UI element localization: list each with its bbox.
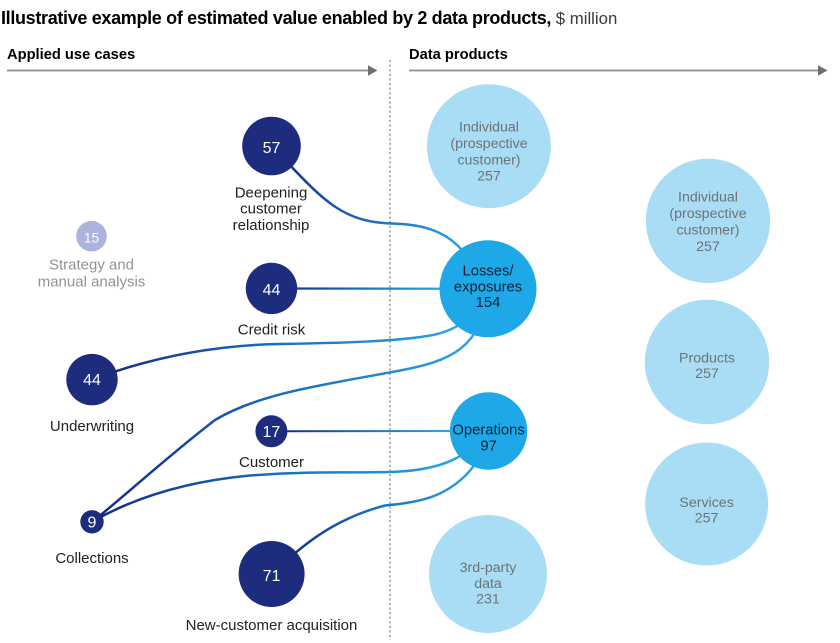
svg-text:Applied use cases: Applied use cases bbox=[7, 47, 135, 63]
svg-text:customer): customer) bbox=[457, 152, 520, 168]
svg-text:231: 231 bbox=[476, 592, 500, 608]
svg-text:Individual: Individual bbox=[678, 190, 738, 206]
svg-text:(prospective: (prospective bbox=[669, 206, 746, 222]
svg-text:(prospective: (prospective bbox=[450, 136, 527, 152]
svg-text:Collections: Collections bbox=[55, 550, 128, 567]
svg-text:71: 71 bbox=[263, 568, 281, 585]
svg-text:3rd-party: 3rd-party bbox=[460, 560, 518, 576]
svg-text:Losses/: Losses/ bbox=[463, 264, 515, 280]
svg-text:Operations: Operations bbox=[452, 423, 524, 439]
svg-text:257: 257 bbox=[477, 169, 501, 185]
svg-text:44: 44 bbox=[263, 282, 281, 299]
svg-text:Customer: Customer bbox=[239, 454, 304, 471]
svg-text:154: 154 bbox=[476, 295, 501, 311]
svg-text:Credit risk: Credit risk bbox=[238, 322, 306, 339]
svg-text:257: 257 bbox=[696, 239, 720, 255]
svg-text:257: 257 bbox=[695, 366, 719, 382]
svg-text:customer: customer bbox=[240, 201, 302, 218]
svg-text:Data products: Data products bbox=[409, 47, 508, 63]
svg-text:manual analysis: manual analysis bbox=[38, 273, 146, 290]
svg-text:44: 44 bbox=[83, 372, 101, 389]
svg-text:15: 15 bbox=[84, 231, 100, 246]
svg-text:exposures: exposures bbox=[454, 280, 522, 296]
svg-text:Strategy and: Strategy and bbox=[49, 257, 134, 274]
svg-text:Individual: Individual bbox=[459, 120, 519, 136]
svg-text:Deepening: Deepening bbox=[235, 184, 308, 201]
svg-text:relationship: relationship bbox=[233, 217, 310, 234]
svg-text:Illustrative example of estima: Illustrative example of estimated value … bbox=[1, 8, 617, 28]
svg-text:data: data bbox=[474, 576, 502, 592]
svg-text:Underwriting: Underwriting bbox=[50, 418, 134, 435]
svg-text:Services: Services bbox=[679, 495, 733, 511]
svg-text:customer): customer) bbox=[676, 223, 739, 239]
svg-text:97: 97 bbox=[480, 438, 496, 454]
svg-text:New-customer acquisition: New-customer acquisition bbox=[186, 617, 358, 634]
svg-text:257: 257 bbox=[695, 510, 719, 526]
svg-text:17: 17 bbox=[263, 424, 281, 441]
svg-text:57: 57 bbox=[263, 140, 281, 157]
svg-text:9: 9 bbox=[88, 515, 97, 532]
svg-text:Products: Products bbox=[679, 350, 735, 366]
